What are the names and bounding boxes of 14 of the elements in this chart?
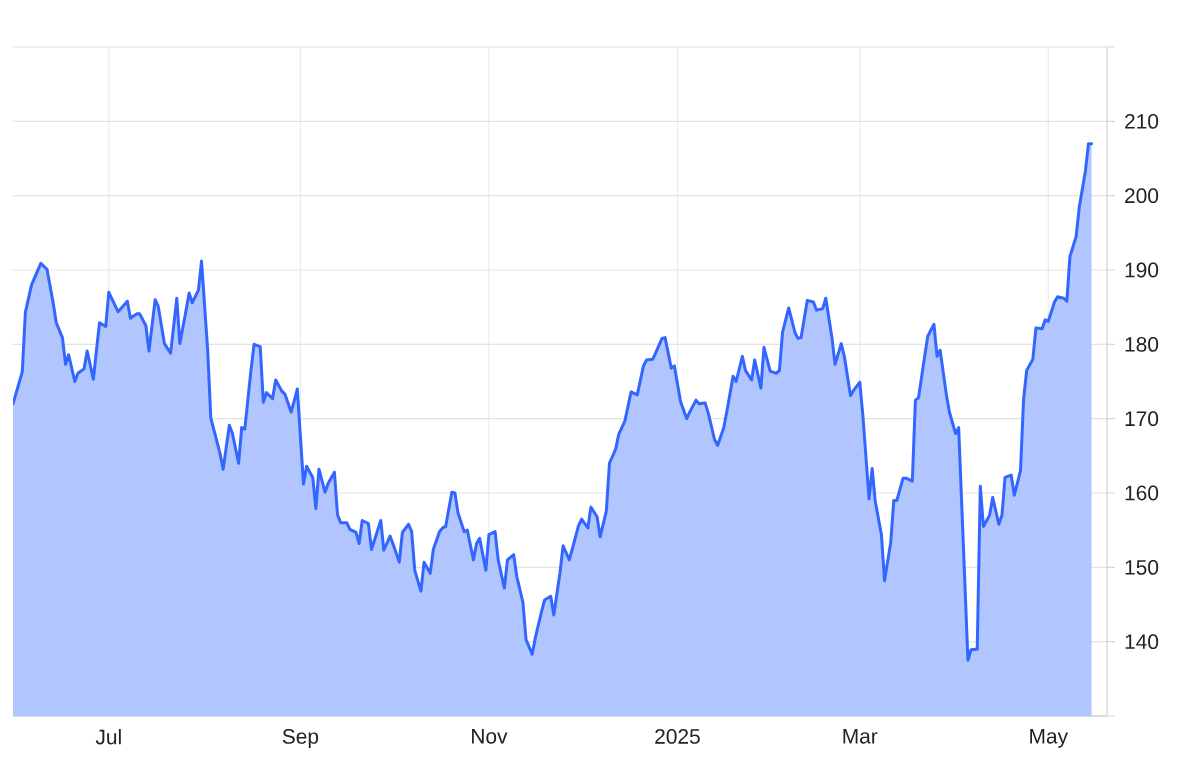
x-tick-label: 2025 (655, 729, 700, 744)
y-tick-label: 160 (1125, 485, 1159, 501)
y-tick-label: 190 (1125, 262, 1159, 278)
y-tick-label: 170 (1125, 411, 1159, 427)
y-tick-label: 140 (1125, 634, 1159, 650)
y-tick-label: 150 (1125, 559, 1159, 575)
x-tick-label: May (1030, 729, 1068, 748)
x-tick-label: Jul (95, 729, 121, 745)
x-tick-label: Nov (472, 729, 508, 744)
x-tick-label: Mar (843, 729, 878, 744)
y-tick-label: 200 (1125, 188, 1159, 204)
x-tick-label: Sep (282, 729, 319, 748)
y-tick-label: 180 (1125, 336, 1159, 352)
y-tick-label: 210 (1125, 113, 1159, 129)
